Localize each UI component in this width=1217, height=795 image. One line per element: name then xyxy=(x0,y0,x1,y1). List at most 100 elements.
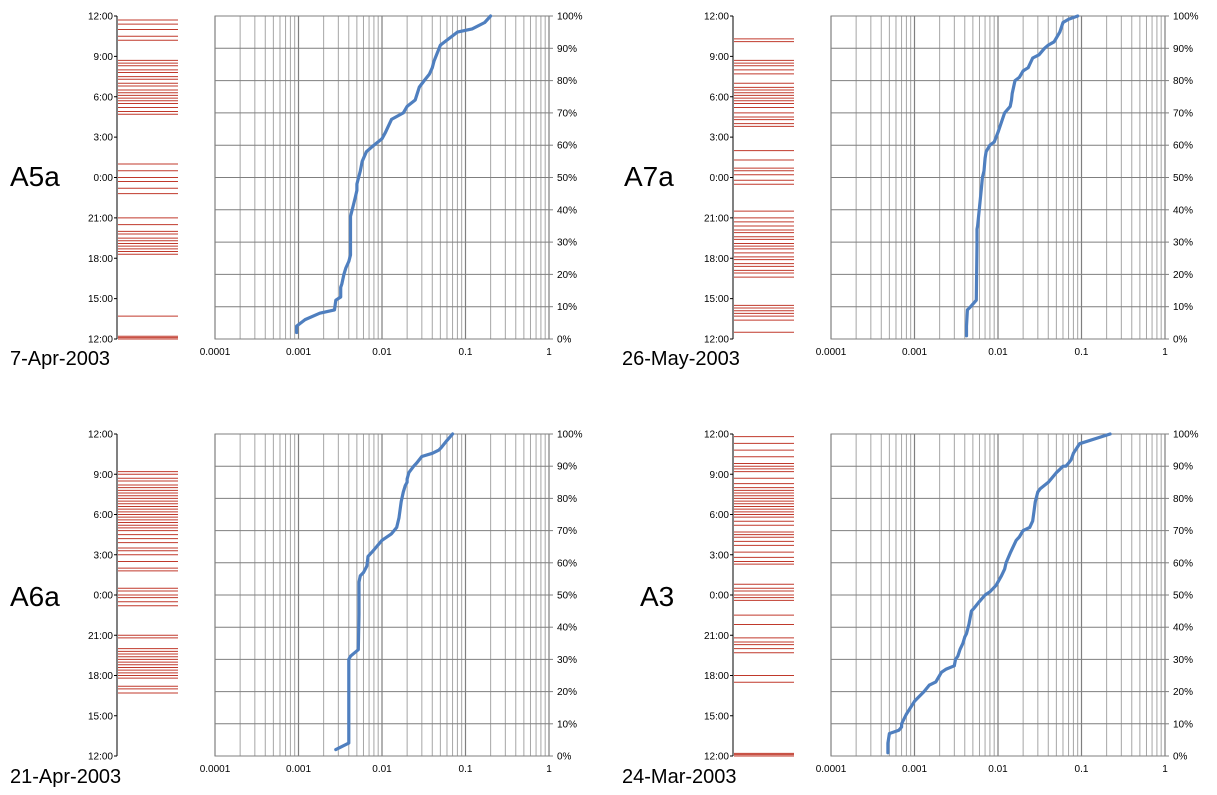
y-tick-label: 30% xyxy=(1173,655,1193,666)
timeline-tick-label: 12:00 xyxy=(88,335,113,346)
timeline-tick-label: 0:00 xyxy=(710,173,730,184)
panel-a5a: A5a7-Apr-200312:009:006:003:000:0021:001… xyxy=(10,12,583,371)
timeline-tick-label: 12:00 xyxy=(704,430,729,441)
x-tick-label: 0.1 xyxy=(459,764,473,775)
x-tick-label: 1 xyxy=(546,764,552,775)
timeline-tick-label: 15:00 xyxy=(704,711,729,722)
y-tick-label: 70% xyxy=(1173,526,1193,537)
y-tick-label: 60% xyxy=(1173,558,1193,569)
timeline-tick-label: 6:00 xyxy=(94,510,114,521)
y-tick-label: 0% xyxy=(557,752,572,763)
event-timeline: 12:00 9:00 6:00 3:00 0:00 21:00 18:00 15:00 12:0… xyxy=(704,430,794,763)
y-tick-label: 60% xyxy=(557,558,577,569)
y-tick-label: 90% xyxy=(1173,44,1193,55)
y-tick-label: 30% xyxy=(557,655,577,666)
event-timeline: 12:00 9:00 6:00 3:00 0:00 21:00 18:00 15:00 12:0… xyxy=(704,12,794,346)
y-tick-label: 80% xyxy=(1173,76,1193,87)
timeline-tick-label: 3:00 xyxy=(710,133,730,144)
timeline-tick-label: 18:00 xyxy=(88,254,113,265)
timeline-tick-label: 21:00 xyxy=(704,631,729,642)
y-tick-label: 40% xyxy=(1173,205,1193,216)
y-tick-label: 0% xyxy=(1173,335,1188,346)
y-tick-label: 100% xyxy=(1173,430,1199,441)
log-plot: 0.0001 0.001 0.01 0.1 1 100% 90% 80% 70% 60% 50% 40… xyxy=(200,12,583,359)
y-tick-label: 90% xyxy=(557,44,577,55)
timeline-tick-label: 0:00 xyxy=(710,591,730,602)
y-tick-label: 20% xyxy=(557,687,577,698)
y-tick-label: 90% xyxy=(557,462,577,473)
x-tick-label: 0.001 xyxy=(902,347,927,358)
y-tick-label: 40% xyxy=(1173,623,1193,634)
panel-date: 26-May-2003 xyxy=(622,348,740,370)
y-tick-label: 40% xyxy=(557,623,577,634)
y-tick-label: 60% xyxy=(1173,141,1193,152)
timeline-tick-label: 9:00 xyxy=(94,52,114,63)
timeline-tick-label: 18:00 xyxy=(704,254,729,265)
timeline-tick-label: 12:00 xyxy=(704,752,729,763)
x-tick-label: 0.1 xyxy=(459,347,473,358)
event-timeline: 12:00 9:00 6:00 3:00 0:00 21:00 18:00 15:00 12:0… xyxy=(88,12,178,346)
y-tick-label: 100% xyxy=(557,430,583,441)
x-tick-label: 0.0001 xyxy=(816,764,847,775)
y-tick-label: 10% xyxy=(557,719,577,730)
y-tick-label: 80% xyxy=(557,494,577,505)
timeline-tick-label: 3:00 xyxy=(94,133,114,144)
timeline-tick-label: 21:00 xyxy=(704,213,729,224)
timeline-tick-label: 9:00 xyxy=(710,52,730,63)
y-tick-label: 10% xyxy=(1173,719,1193,730)
timeline-tick-label: 0:00 xyxy=(94,591,114,602)
y-tick-label: 70% xyxy=(1173,108,1193,119)
log-plot: 0.0001 0.001 0.01 0.1 1 100% 90% 80% 70% 60% 50% 40… xyxy=(816,12,1199,359)
timeline-tick-label: 21:00 xyxy=(88,631,113,642)
panel-label: A5a xyxy=(10,161,60,192)
y-tick-label: 90% xyxy=(1173,462,1193,473)
y-tick-label: 10% xyxy=(557,302,577,313)
y-tick-label: 50% xyxy=(1173,173,1193,184)
y-tick-label: 100% xyxy=(1173,12,1199,23)
x-tick-label: 1 xyxy=(1162,764,1168,775)
x-tick-label: 1 xyxy=(546,347,552,358)
panel-date: 7-Apr-2003 xyxy=(10,348,110,370)
timeline-tick-label: 6:00 xyxy=(94,92,114,103)
y-tick-label: 30% xyxy=(1173,238,1193,249)
y-tick-label: 50% xyxy=(1173,591,1193,602)
series-line xyxy=(334,432,455,752)
x-tick-label: 1 xyxy=(1162,347,1168,358)
y-tick-label: 10% xyxy=(1173,302,1193,313)
x-tick-label: 0.001 xyxy=(286,347,311,358)
y-tick-label: 0% xyxy=(557,335,572,346)
panel-a7a: A7a 26-May-2003 12:00 9:00 6:00 3:00 0:00 21:00… xyxy=(622,12,1199,371)
timeline-tick-label: 6:00 xyxy=(710,92,730,103)
timeline-tick-label: 12:00 xyxy=(88,430,113,441)
panel-date: 21-Apr-2003 xyxy=(10,766,121,788)
timeline-tick-label: 9:00 xyxy=(94,470,114,481)
timeline-tick-label: 15:00 xyxy=(704,294,729,305)
timeline-tick-label: 12:00 xyxy=(88,752,113,763)
y-tick-label: 80% xyxy=(557,76,577,87)
x-tick-label: 0.1 xyxy=(1075,764,1089,775)
timeline-tick-label: 3:00 xyxy=(710,550,730,561)
x-tick-label: 0.0001 xyxy=(200,347,231,358)
y-tick-label: 100% xyxy=(557,12,583,23)
y-tick-label: 20% xyxy=(1173,687,1193,698)
timeline-tick-label: 0:00 xyxy=(94,173,114,184)
series-line xyxy=(295,14,493,335)
timeline-tick-label: 6:00 xyxy=(710,510,730,521)
y-tick-label: 20% xyxy=(557,270,577,281)
x-tick-label: 0.1 xyxy=(1075,347,1089,358)
x-tick-label: 0.001 xyxy=(286,764,311,775)
timeline-tick-label: 12:00 xyxy=(704,12,729,23)
timeline-tick-label: 12:00 xyxy=(88,12,113,23)
y-tick-label: 30% xyxy=(557,238,577,249)
panel-label: A6a xyxy=(10,581,60,612)
y-tick-label: 60% xyxy=(557,141,577,152)
x-tick-label: 0.0001 xyxy=(816,347,847,358)
y-tick-label: 20% xyxy=(1173,270,1193,281)
log-plot: 0.0001 0.001 0.01 0.1 1 100% 90% 80% 70% 60% 50% 40… xyxy=(200,430,583,776)
timeline-tick-label: 18:00 xyxy=(88,671,113,682)
series-line xyxy=(964,14,1080,338)
timeline-tick-label: 15:00 xyxy=(88,294,113,305)
log-plot: 0.0001 0.001 0.01 0.1 1 100% 90% 80% 70% 60% 50% 40… xyxy=(816,430,1199,776)
panel-label: A7a xyxy=(624,161,674,192)
y-tick-label: 40% xyxy=(557,205,577,216)
